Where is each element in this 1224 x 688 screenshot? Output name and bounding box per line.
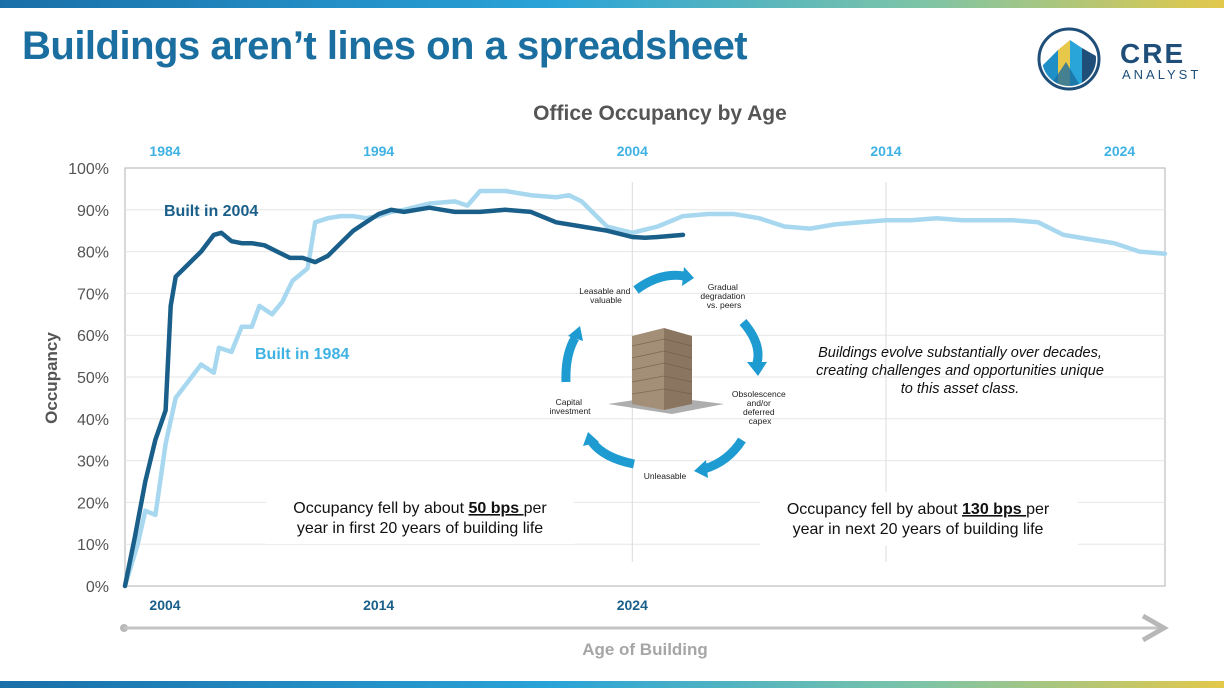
top-axis-label: 2014	[870, 143, 901, 159]
logo-text-analyst: ANALYST	[1122, 67, 1202, 82]
cycle-label-capital: Capital investment	[549, 397, 591, 416]
left-box-background	[266, 490, 574, 544]
bottom-axis-label: 2014	[363, 597, 394, 613]
series-built-1984-line	[122, 188, 1168, 589]
right-box-background	[760, 492, 1078, 546]
chart-title: Office Occupancy by Age	[533, 102, 787, 125]
bottom-axis-label: 2024	[617, 597, 648, 613]
y-tick-label: 30%	[77, 454, 109, 471]
note-right: Buildings evolve substantially over deca…	[816, 345, 1104, 397]
building-lifecycle-diagram: Leasable and valuable Gradual degradatio…	[549, 267, 788, 481]
left-box-text-line2: year in first 20 years of building life	[297, 520, 543, 537]
right-box-text-line2: year in next 20 years of building life	[793, 521, 1044, 538]
cycle-arrow-top	[633, 267, 694, 294]
logo-text-cre: CRE	[1120, 38, 1186, 69]
y-tick-label: 20%	[77, 495, 109, 512]
y-tick-label: 40%	[77, 412, 109, 429]
y-tick-labels: 0% 10% 20% 30% 40% 50% 60% 70% 80% 90% 100%	[68, 161, 109, 596]
right-box-text: Occupancy fell by about 130 bps per	[787, 501, 1050, 518]
cycle-arrow-left	[561, 326, 583, 383]
cre-analyst-logo: CRE ANALYST	[1036, 26, 1216, 94]
top-axis-label: 2024	[1104, 143, 1135, 159]
label-built-1984: Built in 1984	[255, 346, 349, 363]
y-tick-label: 50%	[77, 370, 109, 387]
y-tick-label: 100%	[68, 161, 109, 178]
office-building-icon	[608, 328, 724, 414]
top-axis-labels: 1984 1994 2004 2014 2024	[149, 143, 1135, 159]
series-built-2004-line	[122, 205, 686, 589]
bottom-axis-label: 2004	[149, 597, 180, 613]
note-right-container: Buildings evolve substantially over deca…	[816, 345, 1104, 397]
y-axis-label: Occupancy	[42, 332, 61, 424]
cycle-label-obsolescence: Obsolescence and/or deferred capex	[732, 389, 788, 426]
cycle-label-gradual: Gradual degradation vs. peers	[700, 282, 747, 310]
left-box-text: Occupancy fell by about 50 bps per	[293, 500, 547, 517]
y-tick-label: 0%	[86, 579, 109, 596]
x-axis-label: Age of Building	[582, 640, 708, 659]
logo-mark-icon	[1037, 27, 1101, 91]
cycle-arrow-right	[739, 319, 767, 376]
top-axis-label: 1994	[363, 143, 394, 159]
top-axis-label: 2004	[617, 143, 648, 159]
cycle-arrow-bottom-right	[694, 437, 746, 478]
top-axis-label: 1984	[149, 143, 180, 159]
y-tick-label: 80%	[77, 245, 109, 262]
top-gradient-bar	[0, 0, 1224, 8]
y-tick-label: 60%	[77, 328, 109, 345]
y-tick-label: 90%	[77, 203, 109, 220]
bottom-gradient-bar	[0, 681, 1224, 688]
age-axis-arrow	[120, 613, 1169, 643]
cycle-arrow-bottom-left	[583, 432, 635, 469]
bottom-axis-labels: 2004 2014 2024	[149, 597, 648, 613]
label-built-2004: Built in 2004	[164, 203, 258, 220]
y-tick-label: 70%	[77, 286, 109, 303]
cycle-label-unleasable: Unleasable	[644, 471, 687, 481]
cycle-label-leasable: Leasable and valuable	[579, 286, 632, 305]
y-tick-label: 10%	[77, 537, 109, 554]
page-headline: Buildings aren’t lines on a spreadsheet	[22, 24, 748, 68]
